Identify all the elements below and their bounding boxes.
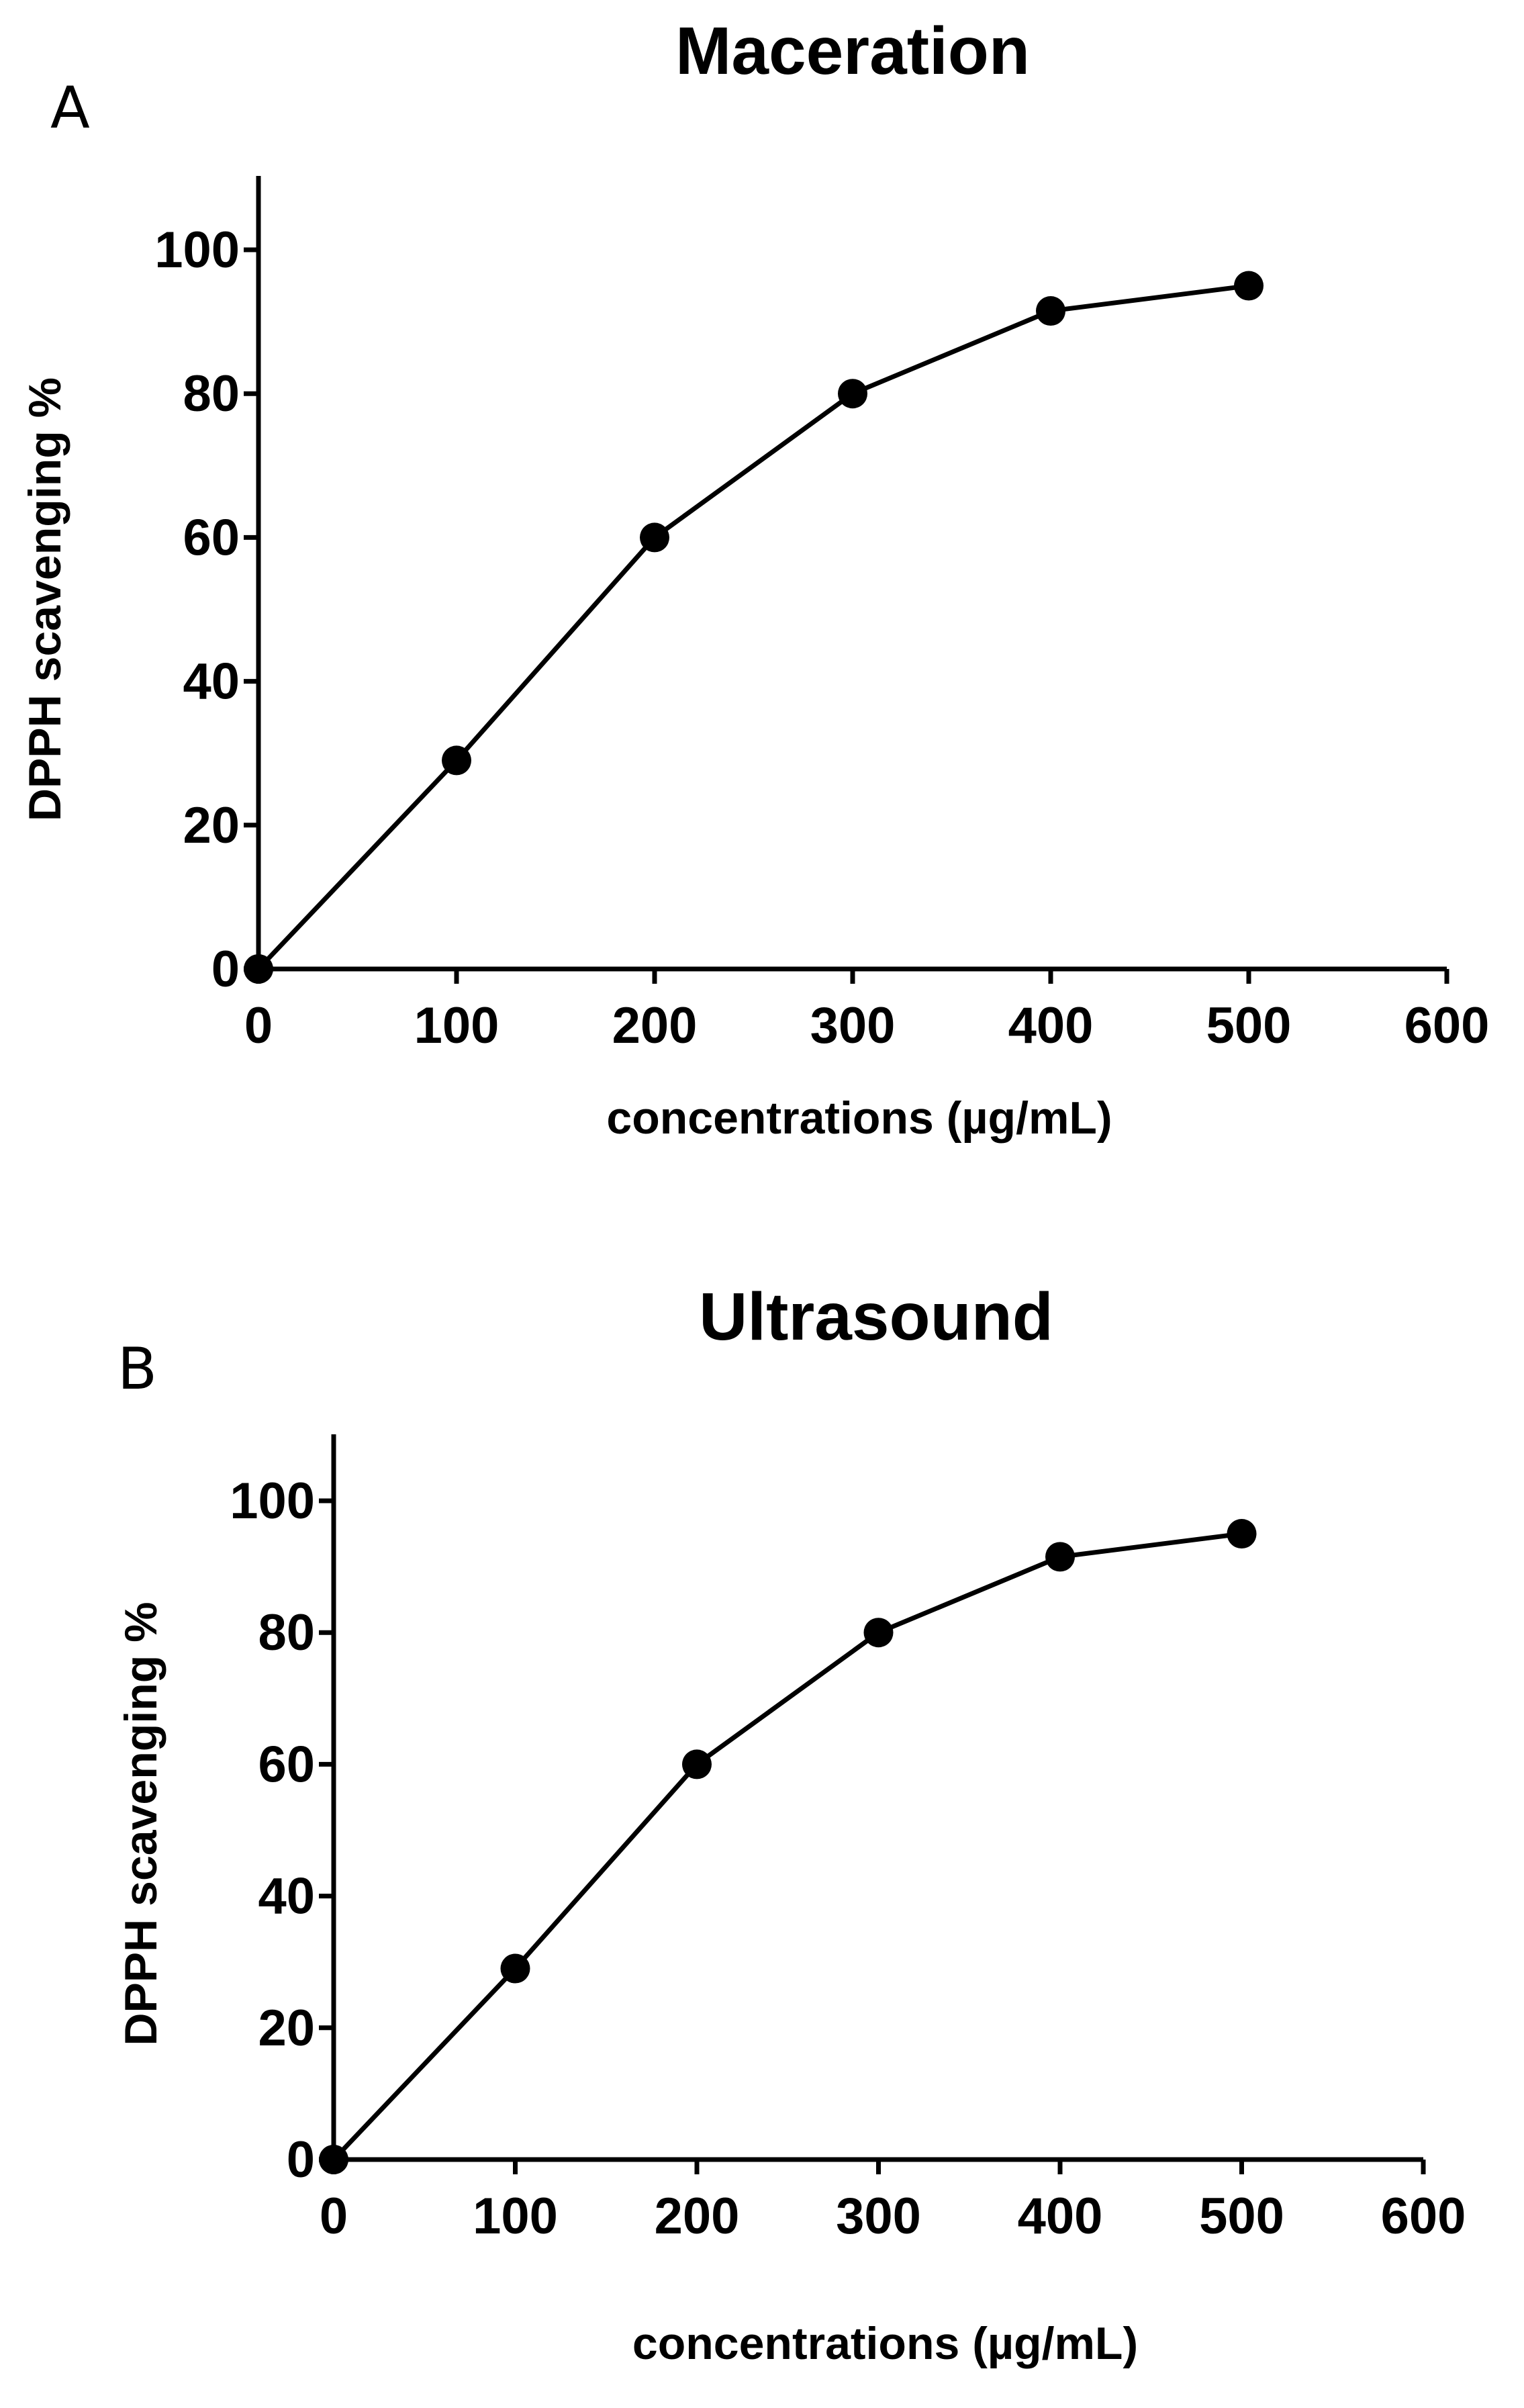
y-tick-label: 80 bbox=[183, 365, 240, 422]
data-point bbox=[838, 379, 867, 409]
x-tick-label: 600 bbox=[1381, 2188, 1466, 2245]
x-axis-label: concentrations (µg/mL) bbox=[632, 2318, 1138, 2369]
data-point bbox=[863, 1618, 894, 1648]
y-axis-label: DPPH scavenging % bbox=[115, 1602, 166, 2045]
x-tick-label: 400 bbox=[1008, 997, 1094, 1054]
data-point bbox=[244, 954, 273, 984]
x-tick-label: 300 bbox=[836, 2188, 921, 2245]
y-tick-label: 80 bbox=[258, 1604, 315, 1661]
chart-panel-b: B Ultrasound 0 20 40 60 80 100 0 100 200 300 400 500 6… bbox=[115, 1279, 1466, 2369]
y-axis-label: DPPH scavenging % bbox=[19, 377, 70, 821]
panel-letter: B bbox=[117, 1336, 157, 1403]
y-tick-label: 0 bbox=[211, 941, 240, 998]
data-point bbox=[1234, 271, 1264, 301]
chart-title: Maceration bbox=[675, 13, 1030, 89]
data-point bbox=[500, 1953, 530, 1984]
y-tick-label: 40 bbox=[258, 1868, 315, 1925]
data-point bbox=[1227, 1519, 1257, 1549]
x-tick-label: 100 bbox=[473, 2188, 558, 2245]
x-tick-label: 400 bbox=[1018, 2188, 1103, 2245]
y-tick-label: 60 bbox=[183, 509, 240, 566]
x-tick-label: 500 bbox=[1199, 2188, 1284, 2245]
x-tick-label: 0 bbox=[244, 997, 273, 1054]
data-point bbox=[319, 2145, 348, 2174]
y-tick-label: 40 bbox=[183, 653, 240, 710]
y-tick-label: 20 bbox=[258, 2000, 315, 2057]
y-tick-label: 100 bbox=[154, 222, 240, 279]
x-tick-label: 200 bbox=[655, 2188, 740, 2245]
y-tick-label: 100 bbox=[230, 1473, 315, 1530]
x-tick-label: 100 bbox=[414, 997, 499, 1054]
data-point bbox=[640, 522, 669, 553]
data-point bbox=[1045, 1542, 1075, 1572]
chart-panel-a: A Maceration 0 20 40 60 80 100 0 100 200 300 400 500 6… bbox=[19, 13, 1489, 1144]
x-tick-label: 500 bbox=[1206, 997, 1292, 1054]
y-tick-label: 20 bbox=[183, 797, 240, 854]
y-tick-label: 60 bbox=[258, 1736, 315, 1793]
x-tick-label: 0 bbox=[320, 2188, 348, 2245]
data-line bbox=[332, 1531, 1242, 2162]
data-point bbox=[442, 745, 471, 776]
x-tick-label: 600 bbox=[1404, 997, 1490, 1054]
data-point bbox=[1036, 296, 1065, 326]
panel-letter: A bbox=[50, 75, 90, 142]
data-line bbox=[256, 283, 1249, 971]
x-tick-label: 200 bbox=[612, 997, 698, 1054]
chart-title: Ultrasound bbox=[699, 1279, 1053, 1354]
y-tick-label: 0 bbox=[287, 2131, 315, 2188]
x-tick-label: 300 bbox=[810, 997, 896, 1054]
data-point bbox=[682, 1749, 712, 1779]
x-axis-label: concentrations (µg/mL) bbox=[606, 1093, 1112, 1144]
